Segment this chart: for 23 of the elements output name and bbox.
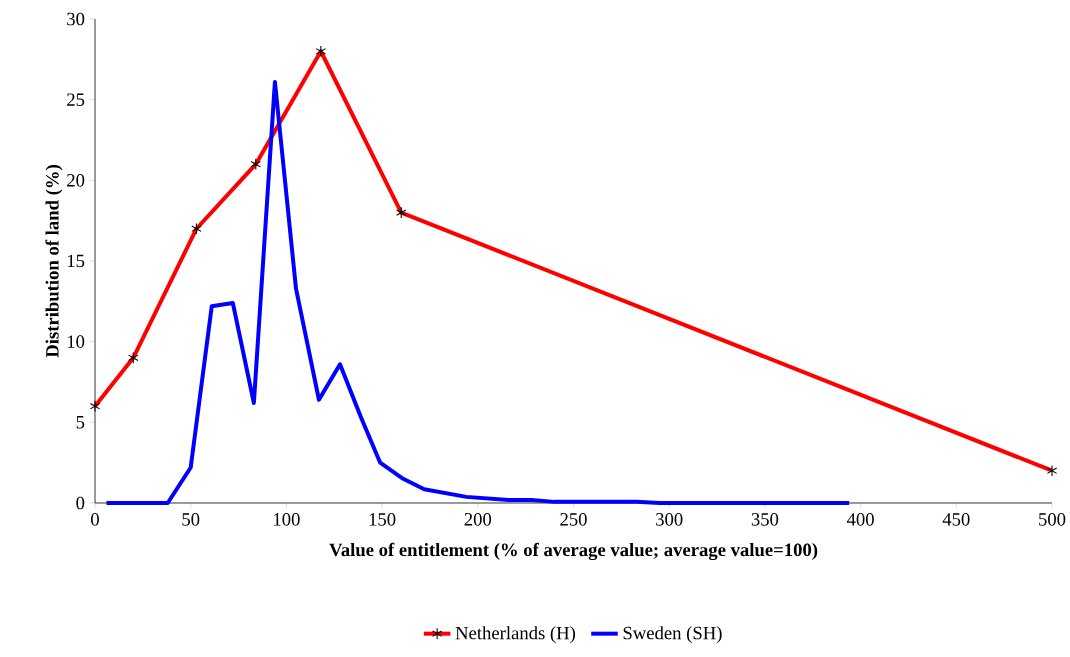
x-tick-label: 0 — [91, 513, 99, 526]
y-tick-label: 30 — [67, 12, 85, 26]
y-tick-label: 20 — [67, 174, 85, 187]
x-tick-label: 200 — [464, 513, 492, 526]
y-tick-label: 0 — [76, 496, 85, 510]
y-tick-label: 5 — [76, 416, 85, 429]
y-tick-label: 10 — [67, 335, 85, 348]
x-tick-label: 100 — [274, 513, 300, 526]
x-tick-label: 350 — [751, 513, 779, 526]
x-tick-label: 450 — [942, 513, 970, 526]
legend-label: Sweden (SH) — [623, 626, 722, 644]
y-axis-title: Distribution of land (%) — [45, 165, 63, 358]
x-tick-label: 250 — [560, 513, 587, 526]
x-tick-label: 500 — [1039, 513, 1066, 526]
x-tick-label: 400 — [846, 513, 874, 526]
x-tick-label: 150 — [369, 513, 396, 526]
line-series — [104, 79, 852, 505]
x-axis-title: Value of entitlement (% of average value; average value=100) — [329, 542, 818, 561]
legend-label: Netherlands (H) — [455, 626, 576, 644]
x-tick-label: 300 — [656, 513, 683, 526]
y-tick-label: 25 — [67, 93, 85, 106]
x-tick-label: 50 — [182, 513, 200, 526]
y-tick-label: 15 — [67, 254, 85, 268]
